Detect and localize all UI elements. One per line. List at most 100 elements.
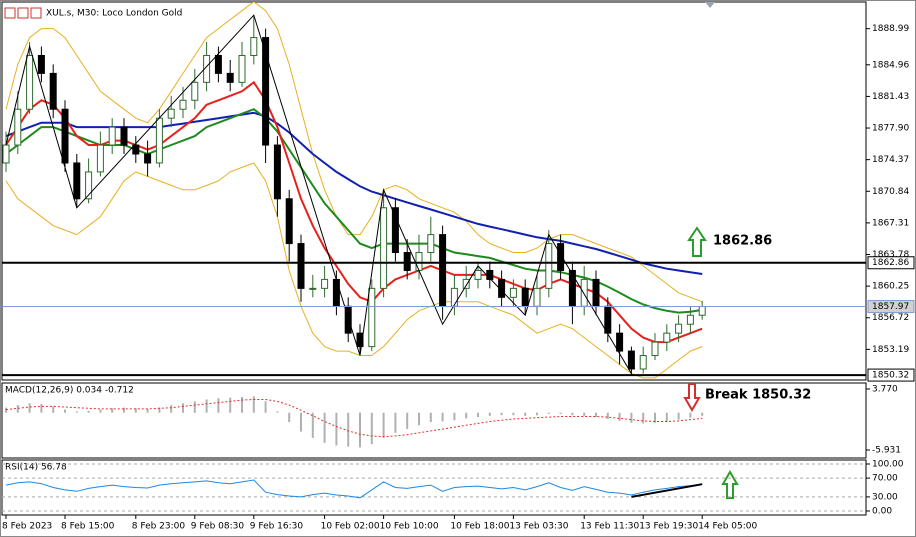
candle-body (203, 54, 211, 83)
plot-area (2, 2, 706, 379)
candle-body (557, 243, 565, 271)
y-tick-label: 1877.90 (872, 124, 909, 134)
candle-body (533, 287, 541, 307)
candle-body (580, 278, 588, 307)
candle-body (49, 72, 57, 110)
x-tick-label: 9 Feb 16:30 (250, 522, 304, 532)
level-label: 1850.32 (872, 371, 909, 381)
candle-body (380, 207, 388, 289)
x-tick-label: 10 Feb 18:00 (450, 522, 509, 532)
candle-body (167, 108, 175, 119)
candle-body (651, 341, 659, 357)
up-arrow (721, 470, 739, 499)
macd-panel (1, 382, 867, 459)
moving-average (5, 2, 703, 303)
candle-body (285, 198, 293, 245)
candle-body (238, 54, 246, 83)
y-tick-label: 100.00 (872, 459, 904, 469)
candle-body (2, 144, 10, 164)
y-tick-label: 1888.99 (872, 24, 909, 34)
x-tick-label: 8 Feb 15:00 (61, 522, 115, 532)
candle-body (391, 207, 399, 254)
candle-body (214, 54, 222, 74)
candle-body (462, 278, 470, 289)
y-tick-label: 1874.37 (872, 155, 909, 165)
candle-body (250, 37, 258, 56)
icon (17, 7, 29, 19)
candle-body (309, 287, 317, 290)
y-tick-label: 1856.72 (872, 313, 909, 323)
level-box (867, 368, 915, 382)
down-arrow (683, 383, 701, 412)
candle-body (262, 37, 270, 146)
chart-title: XUL.s, M30: Loco London Gold (46, 9, 182, 19)
candle-body (521, 287, 529, 307)
icon (4, 7, 16, 19)
y-tick-label: 3.770 (872, 384, 898, 394)
y-tick-label: 70.00 (872, 474, 898, 484)
shift-marker (705, 2, 715, 8)
candle-body (226, 72, 234, 83)
candle-body (686, 314, 694, 325)
annotation: 1862.86 (713, 234, 772, 249)
candle-body (144, 153, 152, 164)
candle-body (627, 350, 635, 370)
y-tick-label: -5.931 (872, 446, 901, 456)
candle-body (450, 287, 458, 307)
candle-body (26, 54, 34, 110)
x-tick-label: 9 Feb 08:30 (191, 522, 245, 532)
toolbar-icons (4, 7, 42, 19)
candle-body (155, 117, 163, 164)
candle-body (568, 269, 576, 307)
y-tick-label: 1884.96 (872, 60, 909, 70)
moving-average (5, 162, 703, 379)
candle-body (474, 269, 482, 280)
candle-body (191, 81, 199, 101)
candle-body (675, 323, 683, 334)
candle-body (592, 278, 600, 307)
up-arrow (687, 226, 707, 257)
level-label: 1862.86 (872, 258, 909, 268)
candle-body (96, 144, 104, 173)
plot-area (2, 463, 866, 512)
x-tick-label: 10 Feb 10:00 (380, 522, 439, 532)
candle-body (321, 278, 329, 289)
candle-body (698, 306, 706, 316)
x-tick-label: 13 Feb 11:30 (580, 522, 639, 532)
icon (30, 7, 42, 19)
candle-body (132, 144, 140, 155)
candle-body (332, 278, 340, 307)
signal-line (5, 399, 703, 438)
y-tick-label: 1867.31 (872, 218, 909, 228)
x-tick-label: 8 Feb 2023 (2, 522, 52, 532)
y-tick-label: 30.00 (872, 492, 898, 502)
candle-body (37, 54, 45, 74)
candle-body (415, 252, 423, 271)
candle-body (73, 162, 81, 200)
rsi-title: RSI(14) 56.78 (5, 463, 67, 473)
y-tick-label: 1853.19 (872, 345, 909, 355)
macd-title: MACD(12,26,9) 0.034 -0.712 (5, 386, 134, 396)
candle-body (108, 126, 116, 146)
candle-body (368, 287, 376, 348)
y-tick-label: 0.00 (872, 507, 892, 517)
candle-body (439, 234, 447, 307)
candle-body (14, 108, 22, 146)
rsi-panel (1, 459, 867, 516)
candle-body (297, 243, 305, 289)
candle-body (663, 332, 671, 343)
candle-body (403, 252, 411, 271)
x-tick-label: 13 Feb 03:30 (509, 522, 568, 532)
level-box (867, 300, 915, 314)
zigzag (5, 14, 632, 374)
candle-body (509, 287, 517, 298)
plot-area (5, 396, 704, 448)
candle-body (273, 144, 281, 200)
y-tick-label: 1870.84 (872, 187, 909, 197)
level-label: 1857.97 (872, 302, 909, 312)
candle-body (356, 332, 364, 348)
level-box (867, 256, 915, 270)
x-tick-label: 8 Feb 23:00 (132, 522, 186, 532)
